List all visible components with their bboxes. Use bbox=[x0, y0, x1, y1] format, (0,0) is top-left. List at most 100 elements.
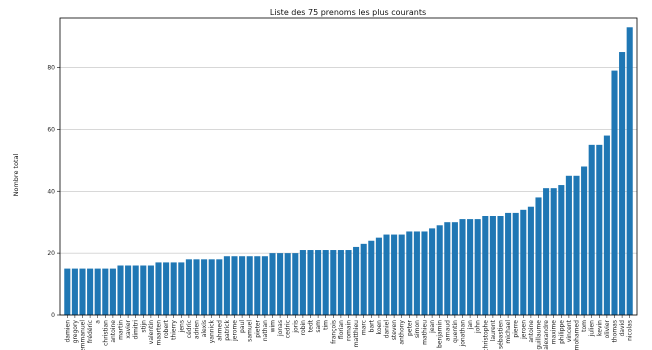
x-tick-label: damien bbox=[64, 320, 71, 343]
bar-48 bbox=[429, 228, 436, 315]
bar-28 bbox=[277, 253, 284, 315]
bar-47 bbox=[421, 231, 428, 315]
y-axis-title: Nombre total bbox=[12, 153, 20, 196]
x-tick-label: anthony bbox=[399, 320, 406, 345]
bar-43 bbox=[391, 234, 398, 315]
x-tick-label: martin bbox=[118, 320, 125, 340]
bar-15 bbox=[178, 262, 185, 315]
x-tick-label: sébastien bbox=[498, 320, 505, 349]
x-tick-label: françois bbox=[330, 320, 337, 344]
x-tick-label: cédric bbox=[186, 320, 193, 338]
x-tick-label: michael bbox=[505, 320, 512, 344]
x-tick-label: jonas bbox=[277, 320, 284, 337]
bar-2 bbox=[79, 268, 86, 315]
x-tick-label: mathieu bbox=[422, 320, 429, 345]
x-tick-label: adrien bbox=[194, 320, 201, 339]
x-tick-label: jan bbox=[467, 320, 474, 330]
x-tick-label: pieter bbox=[254, 319, 261, 337]
bar-16 bbox=[185, 259, 192, 315]
bar-71 bbox=[603, 135, 610, 315]
bar-58 bbox=[505, 212, 512, 315]
bar-41 bbox=[375, 237, 382, 315]
bar-9 bbox=[132, 265, 139, 315]
bar-64 bbox=[550, 188, 557, 315]
bar-53 bbox=[467, 219, 474, 315]
x-tick-label: daniel bbox=[384, 320, 391, 339]
bar-61 bbox=[527, 206, 534, 315]
bar-25 bbox=[254, 256, 261, 315]
x-tick-label: romain bbox=[346, 320, 353, 341]
bar-60 bbox=[520, 209, 527, 315]
x-tick-label: thomas bbox=[612, 320, 619, 342]
x-tick-label: jeroen bbox=[520, 320, 527, 340]
bar-54 bbox=[474, 219, 481, 315]
bar-72 bbox=[611, 70, 618, 315]
x-tick-label: steven bbox=[391, 320, 398, 340]
x-tick-label: paul bbox=[239, 320, 246, 333]
y-tick-label: 20 bbox=[47, 250, 55, 257]
x-tick-label: pierre bbox=[513, 320, 520, 338]
x-tick-label: guillaume bbox=[536, 320, 543, 350]
bar-7 bbox=[117, 265, 124, 315]
x-tick-label: dimitri bbox=[133, 320, 140, 340]
y-axis-ticks: 0 20 40 60 80 bbox=[47, 65, 60, 319]
x-tick-label: antoine bbox=[528, 320, 535, 343]
bar-21 bbox=[223, 256, 230, 315]
bar-38 bbox=[353, 246, 360, 315]
x-tick-label: alexandre bbox=[543, 320, 550, 350]
bar-32 bbox=[307, 250, 314, 315]
bar-30 bbox=[292, 253, 299, 315]
bar-56 bbox=[489, 216, 496, 315]
bar-11 bbox=[147, 265, 154, 315]
bar-34 bbox=[322, 250, 329, 315]
x-tick-label: alexis bbox=[201, 320, 208, 337]
x-tick-label: jens bbox=[178, 320, 185, 333]
y-tick-label: 60 bbox=[47, 126, 55, 133]
bar-50 bbox=[444, 222, 451, 315]
bar-49 bbox=[436, 225, 443, 315]
x-tick-label: tim bbox=[323, 320, 330, 330]
x-tick-label: stijn bbox=[140, 320, 147, 333]
bar-74 bbox=[626, 27, 633, 315]
bar-23 bbox=[239, 256, 246, 315]
x-tick-label: robin bbox=[300, 320, 307, 335]
bar-69 bbox=[588, 144, 595, 315]
x-tick-label: maxime bbox=[551, 320, 558, 345]
bar-8 bbox=[125, 265, 132, 315]
x-tick-label: jerome bbox=[232, 320, 239, 342]
x-tick-label: cedric bbox=[285, 320, 292, 338]
bar-55 bbox=[482, 216, 489, 315]
x-tick-label: mohamed bbox=[574, 320, 581, 350]
x-tick-label: florian bbox=[338, 320, 345, 339]
x-tick-label: patrick bbox=[224, 319, 231, 340]
x-tick-label: wim bbox=[270, 320, 277, 333]
bar-73 bbox=[619, 52, 626, 315]
x-tick-label: robert bbox=[163, 319, 170, 338]
x-tick-label: peter bbox=[406, 319, 413, 336]
bar-26 bbox=[261, 256, 268, 315]
y-tick-label: 40 bbox=[47, 188, 55, 195]
bar-14 bbox=[170, 262, 177, 315]
x-tick-label: emmanuel bbox=[80, 320, 87, 350]
x-tick-label: a bbox=[95, 320, 102, 324]
x-tick-label: vincent bbox=[566, 319, 573, 342]
x-tick-label: benjamin bbox=[437, 320, 444, 348]
y-tick-label: 80 bbox=[47, 65, 55, 72]
x-tick-label: christian bbox=[102, 320, 109, 346]
x-tick-label: olivier bbox=[604, 319, 611, 338]
x-tick-label: valentin bbox=[148, 320, 155, 344]
x-tick-label: nathan bbox=[262, 320, 269, 341]
x-tick-label: samuel bbox=[247, 320, 254, 342]
x-tick-label: arnaud bbox=[444, 320, 451, 341]
bar-52 bbox=[459, 219, 466, 315]
bar-46 bbox=[413, 231, 420, 315]
x-tick-label: maarten bbox=[156, 320, 163, 346]
bar-17 bbox=[193, 259, 200, 315]
bar-51 bbox=[451, 222, 458, 315]
x-tick-label: bart bbox=[368, 319, 375, 332]
x-tick-label: koen bbox=[376, 320, 383, 335]
bar-57 bbox=[497, 216, 504, 315]
bar-19 bbox=[208, 259, 215, 315]
x-tick-label: matthieu bbox=[353, 320, 360, 347]
